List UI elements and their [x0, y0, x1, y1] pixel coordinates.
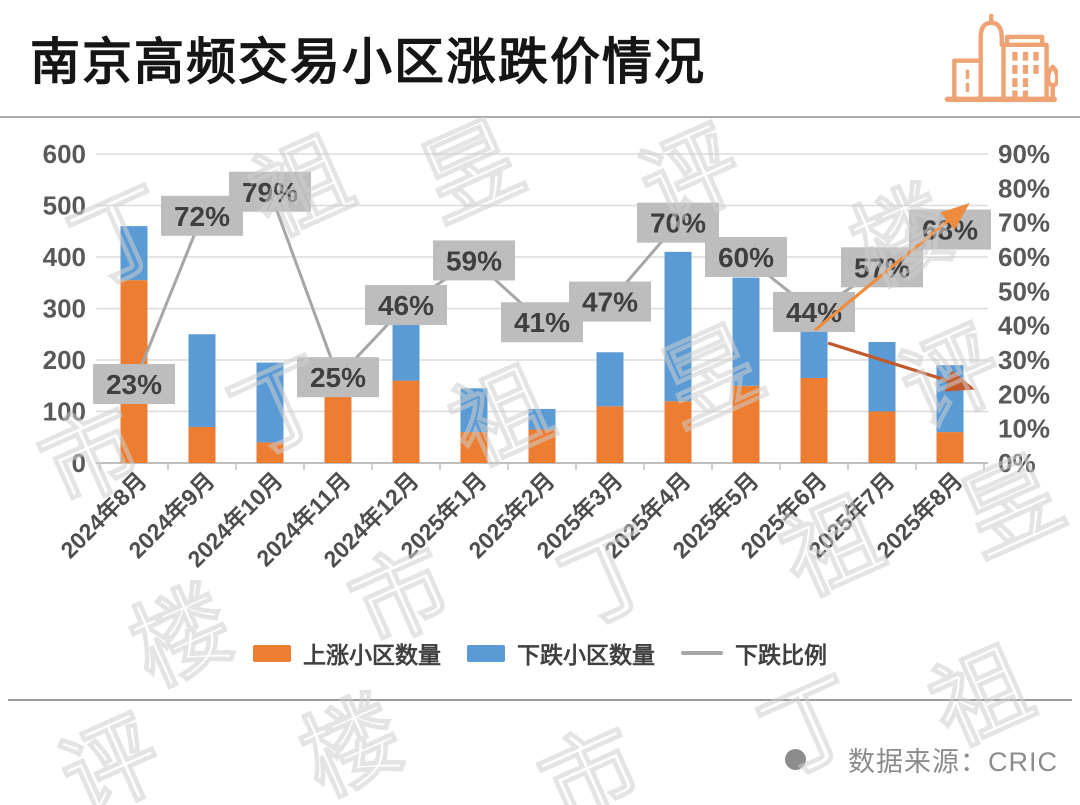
legend-item-falling: 下跌小区数量 — [467, 636, 655, 670]
left-axis-tick-label: 300 — [43, 294, 86, 324]
ratio-label: 25% — [310, 362, 366, 393]
bar-rising-segment — [664, 401, 692, 463]
ratio-label-box — [365, 285, 447, 326]
trend-up-arrow — [813, 202, 970, 332]
ratio-label-box — [773, 291, 855, 332]
ratio-line-swatch-icon — [681, 651, 723, 655]
left-axis-tick-label: 600 — [43, 139, 86, 169]
ratio-label: 60% — [718, 242, 774, 273]
right-axis-tick-label: 70% — [998, 208, 1050, 238]
ratio-line — [132, 189, 951, 385]
left-axis-tick-label: 500 — [43, 191, 86, 221]
right-building-shape — [1001, 42, 1049, 102]
ratio-label: 72% — [174, 201, 230, 232]
source-label: 数据来源：CRIC — [848, 747, 1058, 777]
bar-rising-segment — [392, 380, 420, 463]
bar-falling-segment — [188, 334, 216, 427]
ratio-label-layer: 23%72%79%25%46%59%41%47%70%60%44%57%68% — [93, 171, 991, 405]
legend-label-falling: 下跌小区数量 — [517, 642, 655, 668]
ratio-label-box — [297, 357, 379, 398]
bar-rising-segment — [528, 429, 556, 463]
watermark-glyph: 评 — [45, 699, 178, 805]
bottom-divider — [8, 699, 1072, 701]
right-axis-tick-label: 20% — [998, 379, 1050, 409]
right-building-cap — [1004, 34, 1045, 48]
rising-swatch-icon — [253, 644, 291, 662]
ratio-label: 47% — [582, 287, 638, 318]
dome-tower-shape — [978, 20, 1004, 102]
bar-falling-segment — [936, 365, 964, 433]
chart-legend: 上涨小区数量 下跌小区数量 下跌比例 — [0, 636, 1080, 670]
watermark-glyph: 市 — [525, 709, 658, 805]
legend-label-ratio: 下跌比例 — [735, 642, 827, 668]
bar-rising-segment — [324, 393, 352, 463]
source-footer: 数据来源：CRIC — [785, 740, 1058, 779]
ratio-label: 44% — [786, 297, 842, 328]
ratio-label-box — [569, 281, 651, 322]
ratio-label-box — [637, 202, 719, 243]
source-bullet-icon — [785, 749, 806, 770]
page-title: 南京高频交易小区涨跌价情况 — [30, 34, 706, 90]
ratio-label: 70% — [650, 208, 706, 239]
left-axis-tick-label: 0 — [72, 448, 86, 478]
bar-falling-segment — [596, 352, 624, 407]
right-axis-tick-label: 90% — [998, 139, 1050, 169]
title-divider — [0, 116, 1080, 118]
ratio-label: 23% — [106, 369, 162, 400]
falling-swatch-icon — [467, 644, 505, 662]
bar-rising-segment — [256, 442, 284, 463]
bar-rising-segment — [936, 432, 964, 463]
ratio-label-box — [433, 240, 515, 281]
buildings-icon — [944, 13, 1058, 102]
price-change-chart: 0 100 200 300 400 500 600 0% 10% 20% 30% 40% 50% 60% 7… — [43, 139, 1050, 572]
tree-shape — [1045, 64, 1058, 102]
ratio-label: 79% — [242, 177, 298, 208]
right-axis-tick-label: 80% — [998, 173, 1050, 203]
ratio-label: 59% — [446, 245, 502, 276]
left-building-shape — [952, 58, 983, 102]
bar-falling-segment — [800, 326, 828, 379]
legend-item-ratio: 下跌比例 — [681, 636, 827, 670]
right-axis-tick-label: 0% — [998, 448, 1036, 478]
legend-label-rising: 上涨小区数量 — [303, 642, 441, 668]
bar-rising-segment — [868, 411, 896, 463]
ratio-label: 41% — [514, 307, 570, 338]
bar-falling-segment — [460, 388, 488, 433]
bar-rising-segment — [800, 378, 828, 463]
ratio-label-box — [229, 171, 311, 212]
bar-falling-segment — [392, 323, 420, 381]
bar-rising-segment — [596, 406, 624, 463]
right-building-windows — [1012, 51, 1039, 98]
left-axis-tick-label: 200 — [43, 345, 86, 375]
left-axis-tick-label: 100 — [43, 397, 86, 427]
legend-item-rising: 上涨小区数量 — [253, 636, 441, 670]
ratio-label: 57% — [854, 252, 910, 283]
bar-falling-segment — [120, 226, 148, 281]
ratio-label-box — [93, 364, 175, 405]
right-axis-tick-label: 50% — [998, 276, 1050, 306]
bar-falling-segment — [664, 251, 692, 402]
bar-falling-segment — [868, 341, 896, 412]
bar-rising-segment — [188, 426, 216, 463]
bar-falling-segment — [732, 277, 760, 386]
trend-down-arrow — [827, 341, 976, 392]
left-axis-tick-label: 400 — [43, 242, 86, 272]
right-axis-tick-label: 10% — [998, 414, 1050, 444]
ratio-label-box — [705, 237, 787, 277]
watermark-glyph: 楼 — [285, 679, 418, 805]
bar-falling-segment — [528, 408, 556, 430]
ratio-label: 46% — [378, 290, 434, 321]
bar-rising-segment — [460, 432, 488, 463]
right-axis-tick-label: 60% — [998, 242, 1050, 272]
bar-falling-segment — [256, 362, 284, 443]
bar-rising-segment — [732, 385, 760, 463]
right-axis-tick-label: 40% — [998, 311, 1050, 341]
right-axis-tick-label: 30% — [998, 345, 1050, 375]
